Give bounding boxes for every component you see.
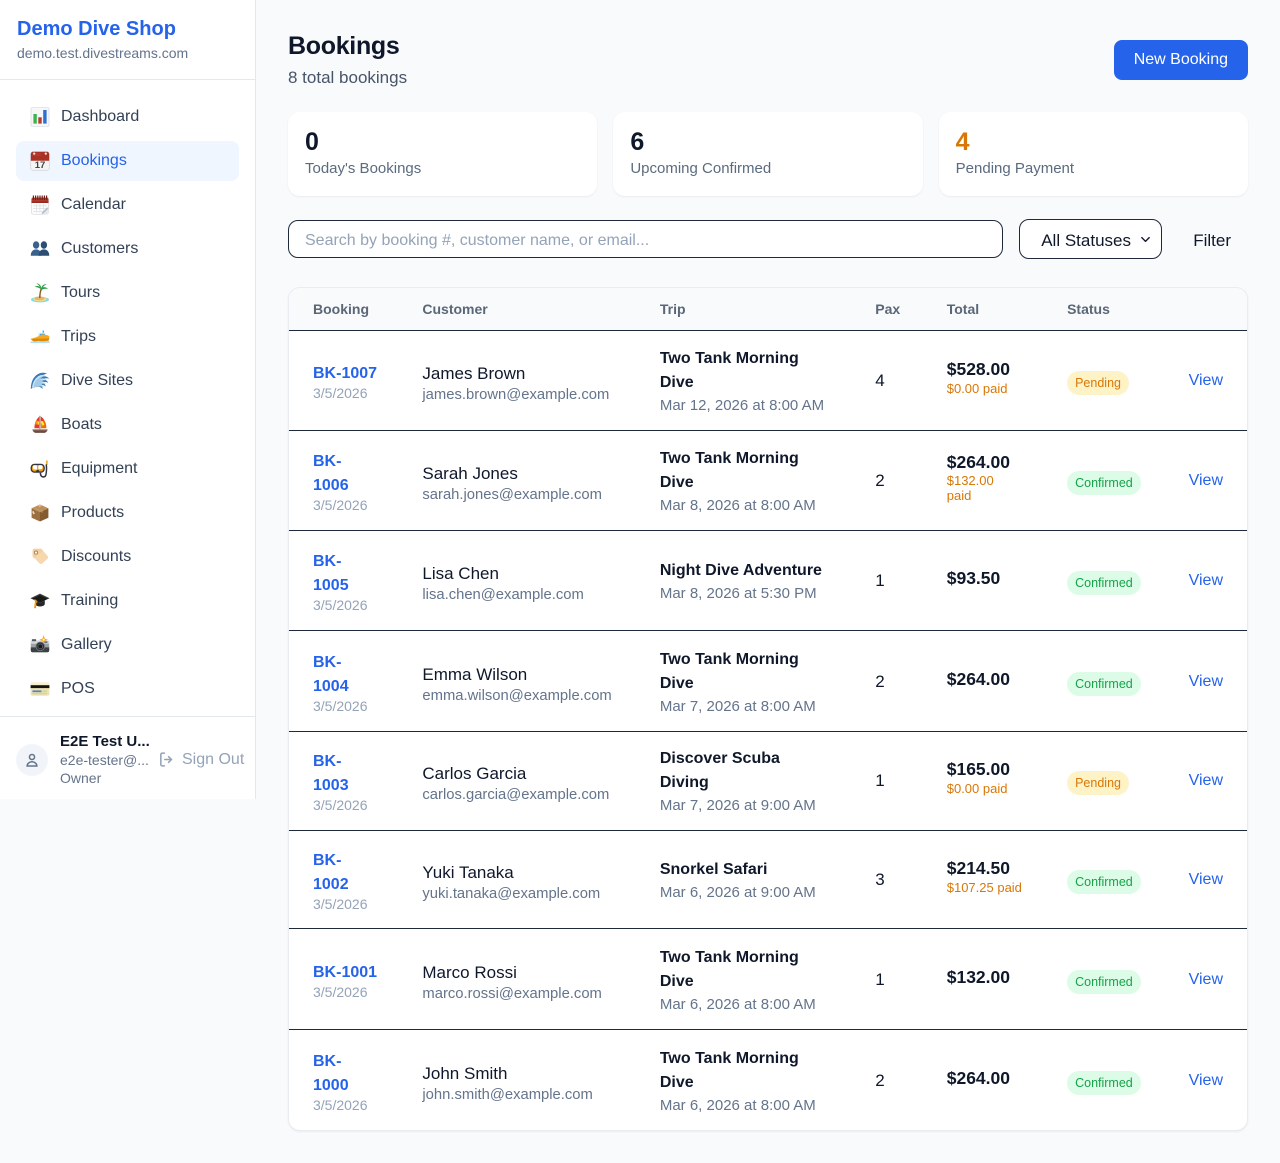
svg-text:17: 17	[35, 160, 46, 171]
